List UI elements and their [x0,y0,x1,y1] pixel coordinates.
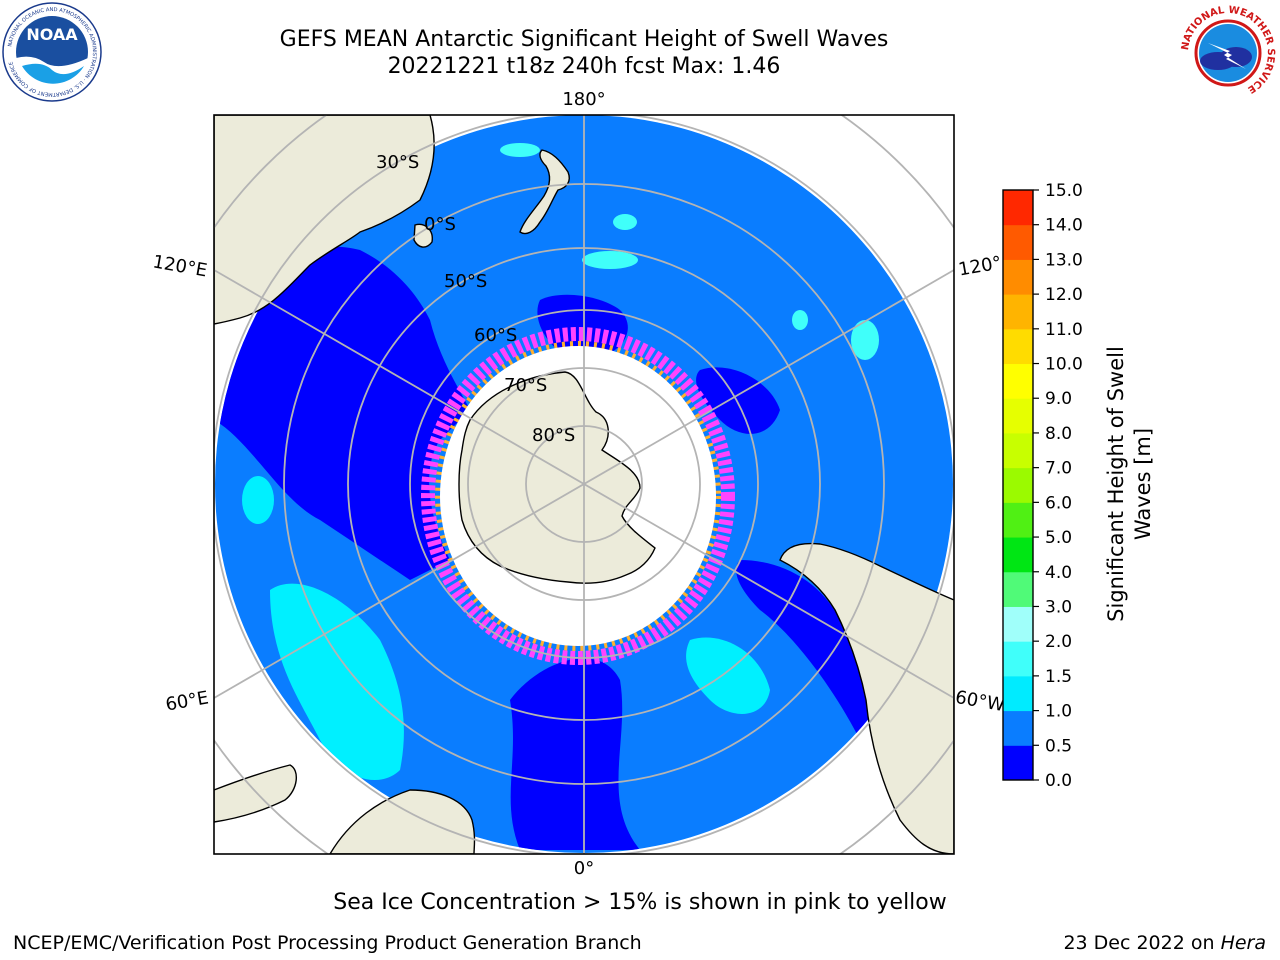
colorbar-tick-label: 1.0 [1045,702,1072,722]
sea-ice-edge [421,327,735,665]
colorbar: 0.0 0.5 1.0 1.5 2.0 3.0 4.0 5.0 6.0 7.0 8.0 9.0 10.0… [1002,181,1083,791]
colorbar-tick-label: 8.0 [1045,424,1072,444]
low-swell-east [736,560,880,740]
colorbar-segment [1003,675,1033,712]
low-swell-ne [696,367,780,434]
colorbar-tick-label: 9.0 [1045,389,1072,409]
colorbar-tick-label: 7.0 [1045,459,1072,479]
lat-label-70s: 70°S [504,375,547,396]
mid-swell-patch-3 [851,320,879,360]
colorbar-segment [1003,259,1033,295]
africa-landmass [329,789,476,854]
lon-label-bottom: 0° [574,858,594,879]
colorbar-tick-label: 5.0 [1045,528,1072,548]
lat-label-60s: 60°S [474,325,517,346]
chart-subtitle: 20221221 t18z 240h fcst Max: 1.46 [387,54,781,79]
svg-text:NOAA: NOAA [26,25,78,44]
colorbar-tick-label: 14.0 [1045,216,1083,236]
mid-swell-southeast [686,637,770,714]
colorbar-tick-label: 15.0 [1045,181,1083,201]
colorbar-tick-label: 2.0 [1045,632,1072,652]
colorbar-title-line2: Waves [m] [1131,428,1155,540]
colorbar-tick-label: 13.0 [1045,250,1083,270]
colorbar-segment [1003,745,1033,781]
map-frame [213,114,955,855]
low-swell-south [510,658,640,850]
mid-swell-patch-5 [792,310,808,330]
colorbar-segment [1003,571,1033,607]
chart-title: GEFS MEAN Antarctic Significant Height o… [279,27,889,52]
colorbar-segment [1003,363,1033,399]
tasmania-landmass [413,223,433,248]
new-zealand-landmass [519,149,570,235]
antarctica-landmass [458,371,656,584]
colorbar-segment [1003,710,1033,746]
lon-label-top: 180° [562,89,605,110]
colorbar-tick-label: 10.0 [1045,355,1083,375]
colorbar-frame [1002,189,1034,781]
mid-swell-west-patch [242,476,274,524]
colorbar-title-line1: Significant Height of Swell [1104,346,1128,622]
colorbar-tick-label: 4.0 [1045,563,1072,583]
colorbar-segment [1003,294,1033,330]
lon-label-lower-left: 60°E [164,687,210,715]
australia-landmass [214,115,435,325]
date-text: 23 Dec 2022 on [1063,932,1221,954]
graticule [214,115,954,854]
colorbar-segment [1003,398,1033,434]
lat-label-50s: 50°S [444,271,487,292]
lon-label-upper-left: 120°E [151,251,209,281]
generation-date: 23 Dec 2022 on Hera [1063,932,1266,954]
colorbar-tick-label: 12.0 [1045,285,1083,305]
branch-credit: NCEP/EMC/Verification Post Processing Pr… [13,932,642,954]
lon-label-upper-right: 120° [957,252,1003,280]
colorbar-tick-label: 11.0 [1045,320,1083,340]
south-america-landmass [779,542,954,854]
lat-label-30s: 30°S [376,152,419,173]
lon-label-lower-right: 60°W [954,687,1007,716]
colorbar-segment [1003,502,1033,538]
colorbar-segment [1003,537,1033,573]
colorbar-tick-label: 0.5 [1045,736,1072,756]
colorbar-segment [1003,641,1033,677]
lat-label-80s: 80°S [532,425,575,446]
colorbar-segment [1003,328,1033,365]
colorbar-tick-label: 1.5 [1045,667,1072,687]
noaa-logo-icon: NOAA NATIONAL OCEANIC AND ATMOSPHERIC AD… [2,2,102,102]
madagascar-landmass [214,764,297,823]
nws-logo-icon: NATIONAL WEATHER SERVICE [1180,5,1276,100]
colorbar-segment [1003,606,1033,642]
colorbar-segment [1003,432,1033,469]
colorbar-tick-label: 0.0 [1045,771,1072,791]
mid-swell-southwest [270,583,404,780]
mid-swell-patch-2 [582,251,638,269]
colorbar-tick-label: 6.0 [1045,493,1072,513]
sea-ice-note: Sea Ice Concentration > 15% is shown in … [333,890,947,915]
colorbar-tick-label: 3.0 [1045,597,1072,617]
lat-label-40s: 0°S [424,214,456,235]
colorbar-segment [1003,224,1033,260]
colorbar-segment [1003,467,1033,503]
host-name: Hera [1220,932,1266,954]
mid-swell-patch-4 [613,214,637,230]
mid-swell-patch-1 [500,143,540,157]
colorbar-segment [1003,190,1033,226]
